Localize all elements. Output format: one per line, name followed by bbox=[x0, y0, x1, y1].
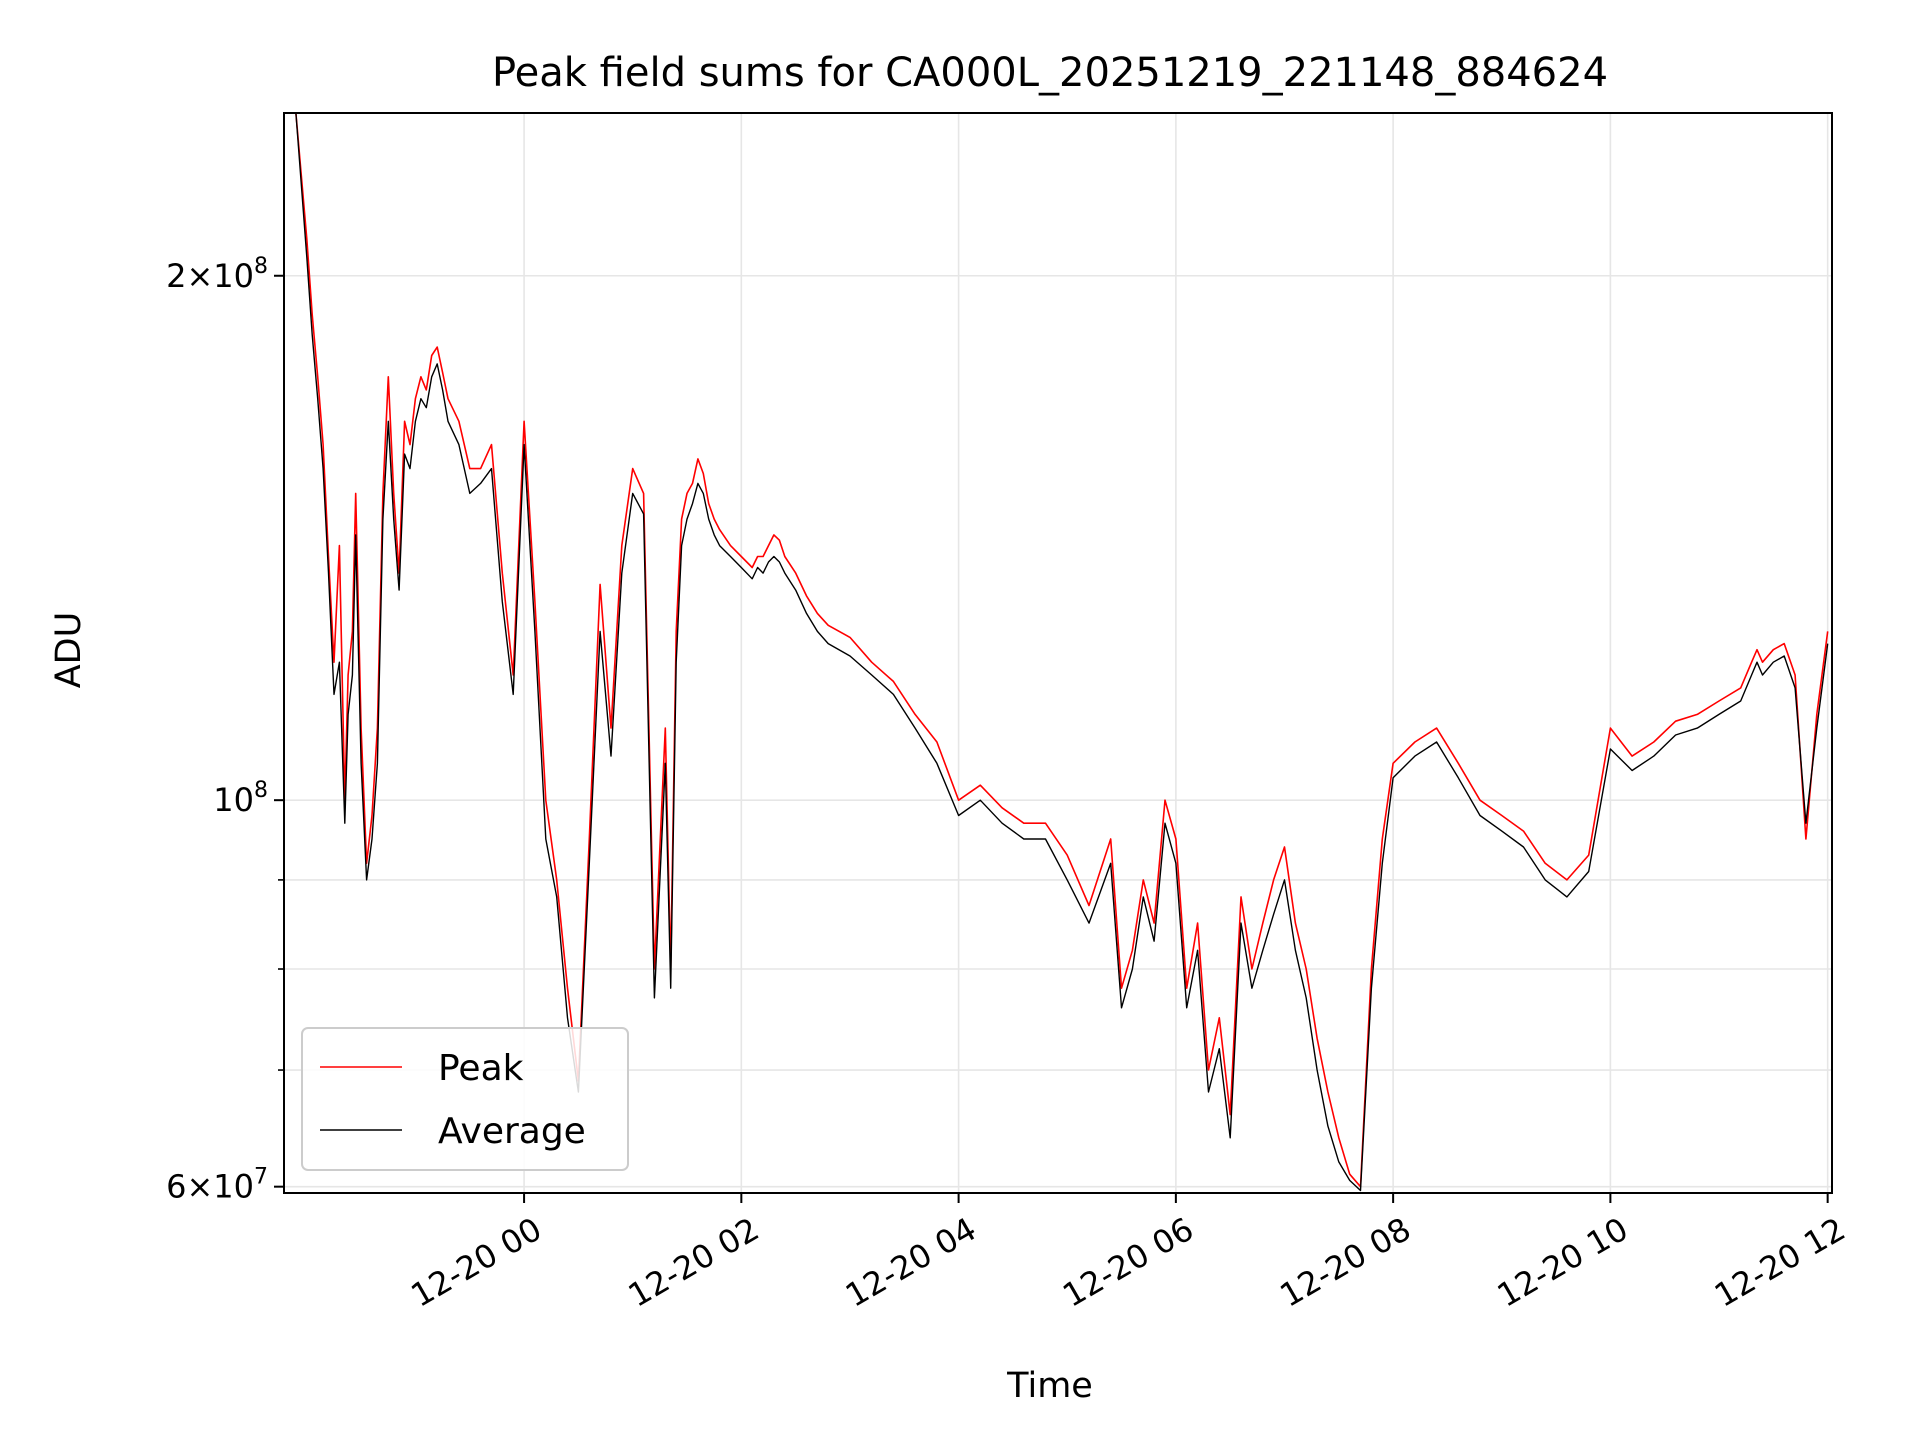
y-tick-label: 108 bbox=[213, 778, 268, 819]
plot-frame bbox=[283, 112, 1833, 1194]
legend-peak-label: Peak bbox=[438, 1048, 524, 1089]
legend: Peak Average bbox=[301, 1027, 629, 1171]
chart-title: Peak field sums for CA000L_20251219_2211… bbox=[492, 50, 1608, 96]
series-peak-line bbox=[295, 113, 1829, 1188]
y-tick-label: 6×107 bbox=[166, 1165, 268, 1206]
series-average-line bbox=[295, 113, 1829, 1192]
series-layer bbox=[295, 113, 1829, 1192]
y-axis-label: ADU bbox=[49, 612, 89, 689]
y-tick-label: 2×108 bbox=[166, 254, 268, 295]
x-axis-label: Time bbox=[1006, 1366, 1093, 1406]
legend-box bbox=[301, 1027, 629, 1171]
legend-average-label: Average bbox=[438, 1111, 586, 1152]
